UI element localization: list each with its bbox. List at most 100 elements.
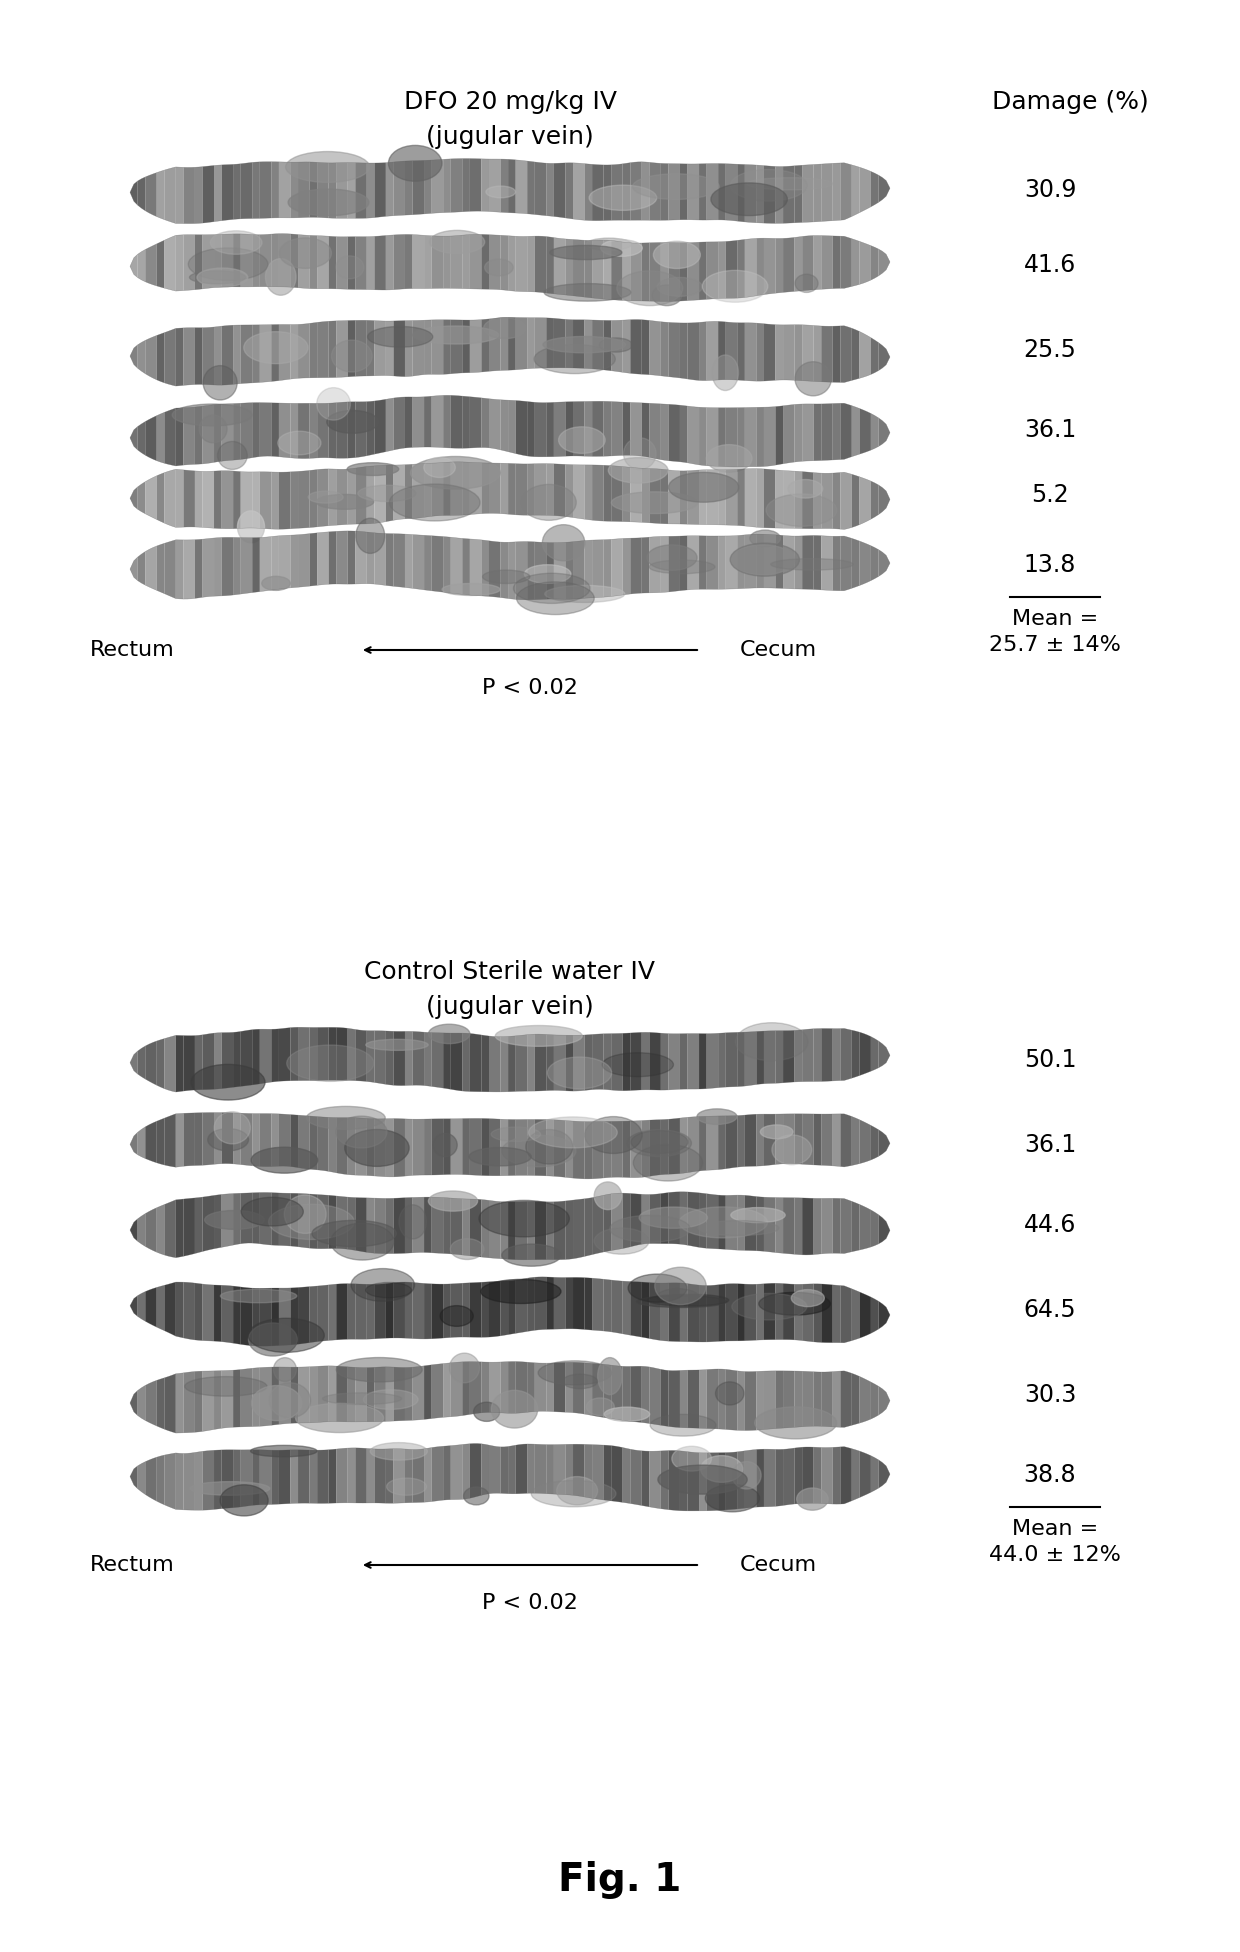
Polygon shape (573, 1035, 584, 1091)
Polygon shape (775, 166, 784, 223)
Ellipse shape (316, 494, 373, 509)
Polygon shape (852, 1288, 859, 1341)
Polygon shape (718, 242, 725, 299)
Ellipse shape (367, 326, 433, 347)
Polygon shape (424, 320, 432, 375)
Polygon shape (310, 470, 317, 527)
Polygon shape (841, 326, 852, 383)
Polygon shape (661, 537, 668, 593)
Polygon shape (489, 1200, 501, 1259)
Polygon shape (202, 1284, 215, 1341)
Polygon shape (413, 1118, 424, 1175)
Polygon shape (413, 1366, 424, 1421)
Polygon shape (489, 541, 501, 597)
Polygon shape (367, 467, 374, 523)
Ellipse shape (502, 1136, 575, 1167)
Polygon shape (859, 408, 870, 455)
Polygon shape (699, 242, 707, 301)
Polygon shape (233, 1031, 241, 1087)
Polygon shape (138, 422, 145, 455)
Polygon shape (527, 1362, 534, 1413)
Polygon shape (393, 234, 405, 289)
Polygon shape (481, 1200, 489, 1257)
Polygon shape (290, 324, 298, 379)
Polygon shape (329, 531, 336, 584)
Polygon shape (156, 1284, 165, 1331)
Ellipse shape (517, 582, 594, 615)
Text: 44.6: 44.6 (1024, 1212, 1076, 1238)
Polygon shape (573, 162, 584, 221)
Polygon shape (165, 541, 176, 599)
Ellipse shape (197, 267, 248, 287)
Ellipse shape (668, 472, 739, 502)
Polygon shape (584, 541, 593, 597)
Polygon shape (336, 1366, 347, 1421)
Polygon shape (290, 1193, 298, 1247)
Polygon shape (279, 472, 290, 529)
Polygon shape (852, 474, 859, 527)
Polygon shape (432, 1364, 443, 1419)
Polygon shape (821, 1284, 833, 1343)
Polygon shape (879, 1302, 890, 1329)
Polygon shape (573, 240, 584, 297)
Polygon shape (802, 1199, 813, 1255)
Polygon shape (279, 1288, 290, 1345)
Polygon shape (317, 468, 329, 527)
Polygon shape (481, 1362, 489, 1413)
Polygon shape (745, 164, 756, 223)
Polygon shape (795, 470, 802, 529)
Polygon shape (527, 1277, 534, 1331)
Polygon shape (554, 1277, 565, 1329)
Polygon shape (451, 537, 463, 593)
Polygon shape (252, 537, 260, 593)
Polygon shape (833, 162, 841, 221)
Polygon shape (451, 1199, 463, 1255)
Polygon shape (813, 404, 821, 461)
Polygon shape (176, 1452, 184, 1509)
Ellipse shape (327, 410, 378, 433)
Polygon shape (870, 1456, 879, 1491)
Polygon shape (516, 541, 527, 599)
Polygon shape (584, 240, 593, 299)
Polygon shape (156, 1038, 165, 1089)
Polygon shape (374, 533, 386, 586)
Polygon shape (775, 1370, 784, 1429)
Polygon shape (432, 236, 443, 289)
Polygon shape (501, 318, 508, 371)
Polygon shape (145, 244, 156, 285)
Polygon shape (138, 1462, 145, 1495)
Polygon shape (290, 1288, 298, 1345)
Ellipse shape (495, 1025, 583, 1046)
Polygon shape (725, 1195, 738, 1249)
Polygon shape (630, 320, 642, 375)
Polygon shape (202, 1450, 215, 1511)
Polygon shape (642, 1195, 650, 1243)
Ellipse shape (711, 183, 787, 215)
Polygon shape (260, 1288, 272, 1347)
Polygon shape (593, 1362, 604, 1417)
Polygon shape (622, 1448, 630, 1503)
Polygon shape (374, 1284, 386, 1339)
Polygon shape (443, 236, 451, 289)
Polygon shape (852, 406, 859, 457)
Polygon shape (374, 1199, 386, 1253)
Polygon shape (501, 1202, 508, 1259)
Polygon shape (784, 166, 795, 223)
Polygon shape (718, 1284, 725, 1341)
Ellipse shape (410, 457, 500, 490)
Ellipse shape (658, 1466, 748, 1493)
Text: 13.8: 13.8 (1024, 552, 1076, 578)
Polygon shape (795, 1446, 802, 1503)
Polygon shape (290, 1366, 298, 1423)
Polygon shape (688, 164, 699, 221)
Polygon shape (547, 1362, 554, 1411)
Polygon shape (329, 1195, 336, 1249)
Polygon shape (668, 164, 680, 221)
Ellipse shape (238, 511, 264, 543)
Polygon shape (699, 1284, 707, 1341)
Polygon shape (775, 470, 784, 529)
Polygon shape (138, 1292, 145, 1322)
Polygon shape (215, 164, 222, 223)
Polygon shape (470, 1118, 481, 1175)
Polygon shape (290, 535, 298, 588)
